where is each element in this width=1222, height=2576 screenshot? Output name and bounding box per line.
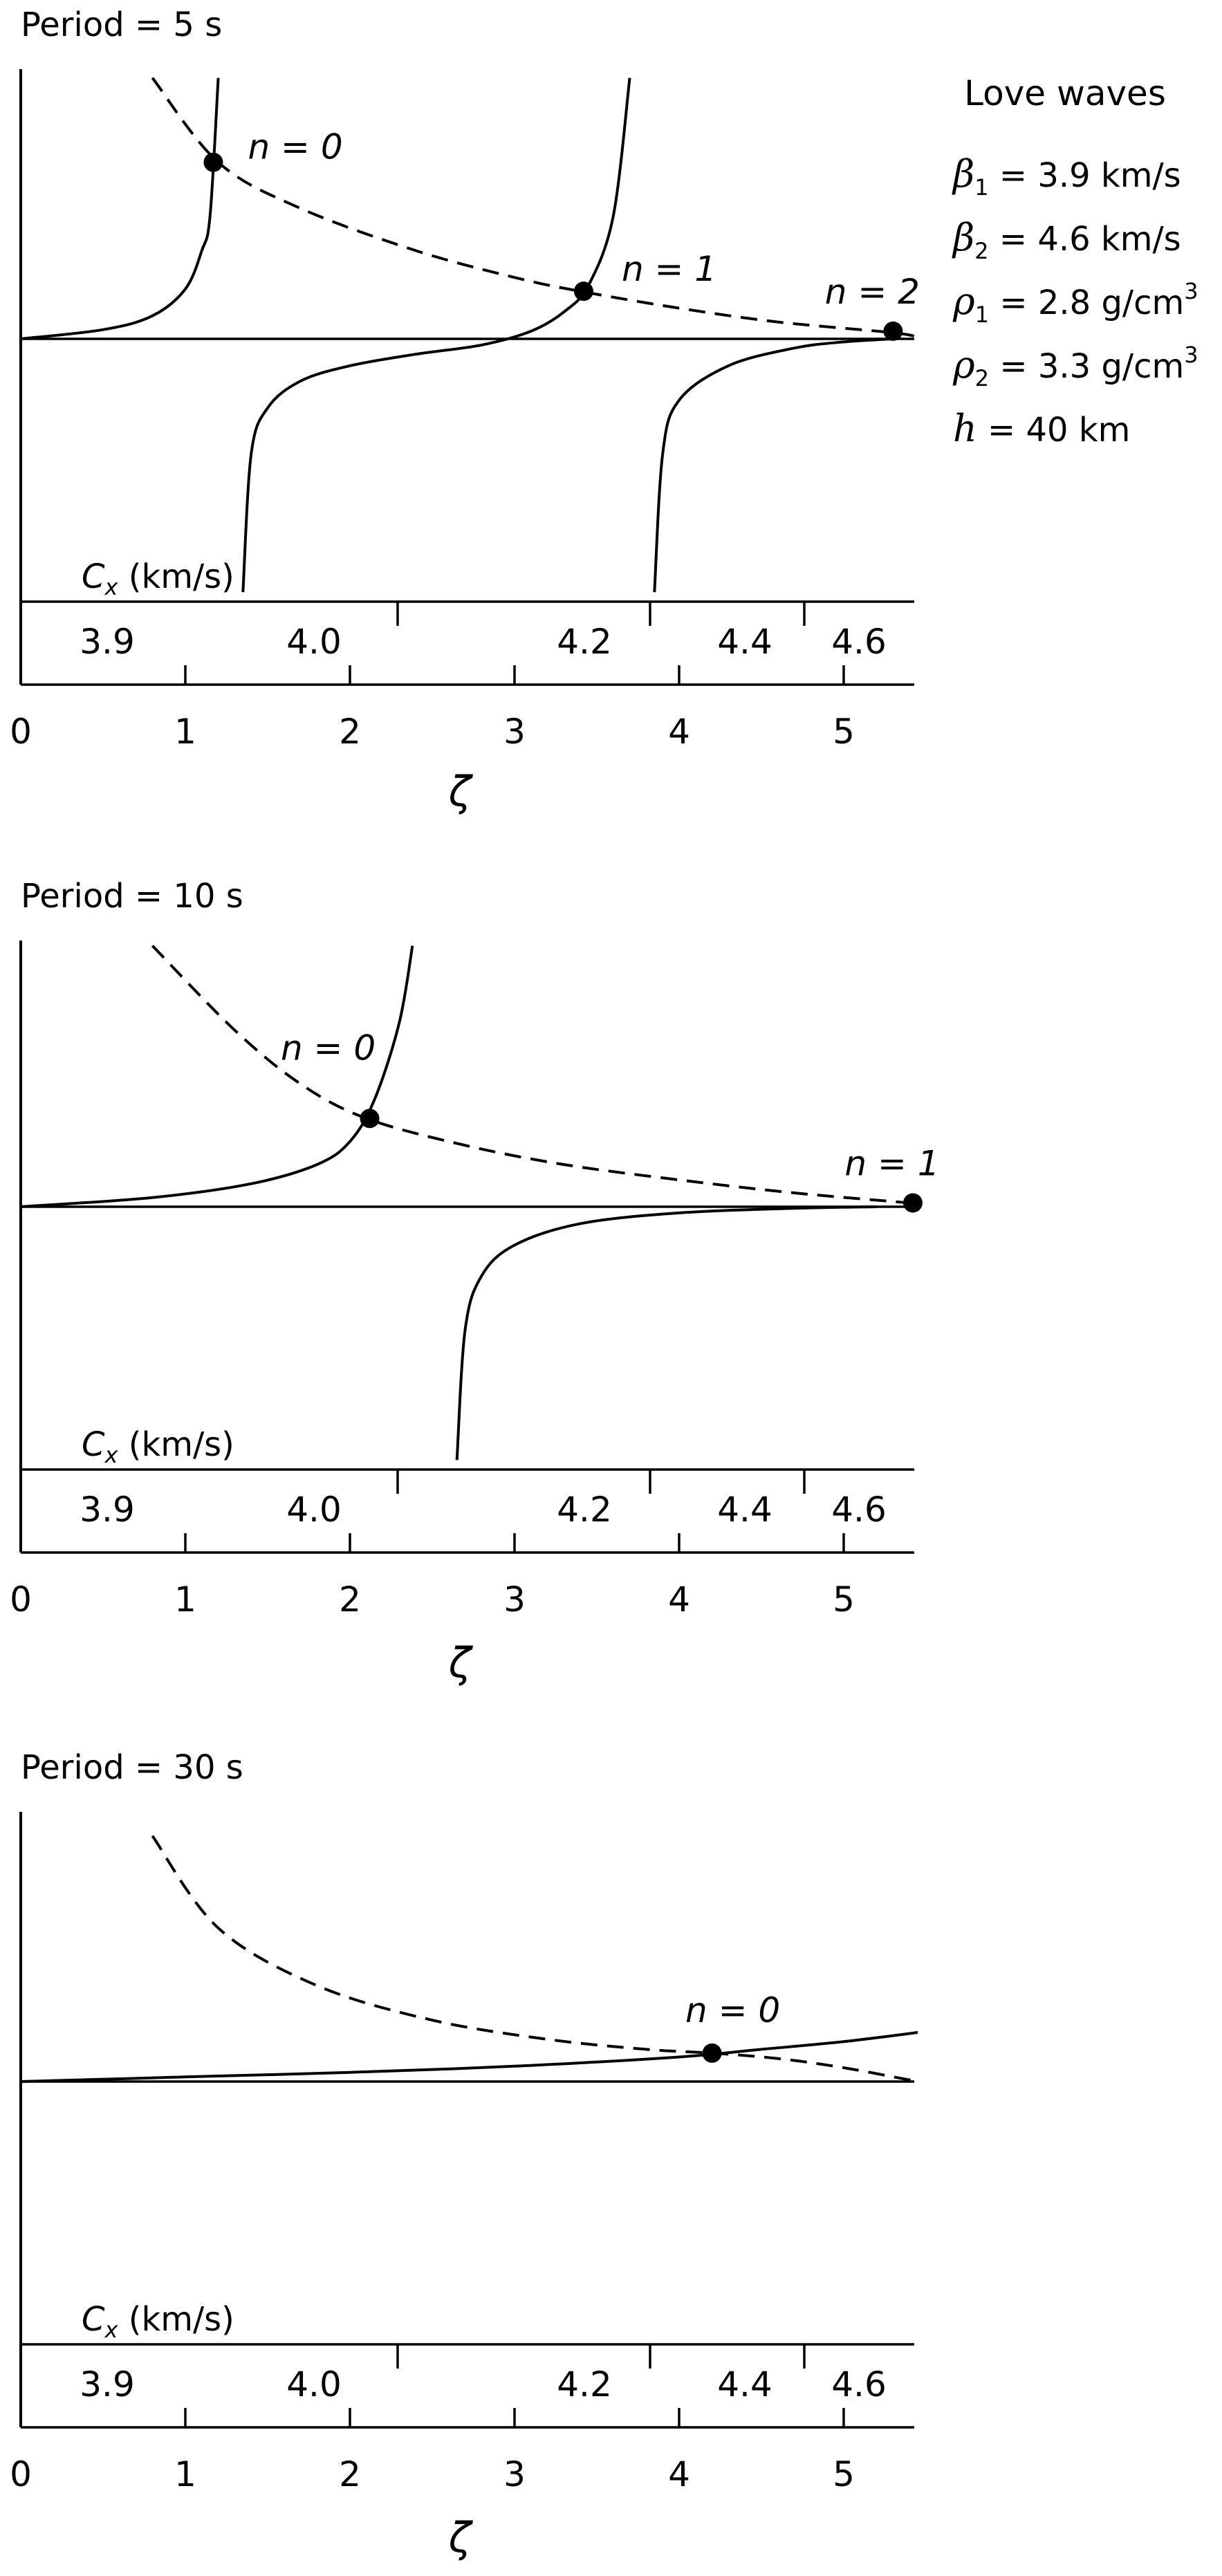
zeta-tick-label: 5 [833, 1579, 855, 1620]
dashed-curve [151, 77, 918, 339]
intersection-point [573, 281, 593, 302]
cx-tick-label: 4.2 [557, 1490, 612, 1530]
mode-label: n = 0 [281, 1028, 376, 1068]
zeta-tick-label: 2 [339, 2454, 361, 2494]
panel-title: Period = 10 s [21, 877, 243, 916]
dashed-curve [151, 945, 910, 1205]
zeta-axis-title: ζ [448, 768, 474, 816]
cx-tick-label: 4.4 [717, 622, 772, 662]
panel-1: Period = 5 s Cx (km/s) 3.9 4.0 4.2 4.4 4.6 0 1 2 3… [10, 6, 920, 816]
cx-tick-label: 4.4 [717, 2364, 772, 2404]
mode-label: n = 1 [844, 1143, 939, 1183]
zeta-axis-title: ζ [448, 1639, 474, 1687]
cx-tick-label: 3.9 [80, 2364, 135, 2404]
cx-tick-label: 4.0 [286, 622, 342, 662]
legend-line: ρ1 = 2.8 g/cm3 [952, 278, 1198, 328]
cx-axis-label: Cx (km/s) [82, 557, 234, 600]
zeta-tick-label: 0 [10, 1579, 32, 1620]
cx-tick-label: 3.9 [80, 1490, 135, 1530]
solid-curve [20, 2031, 918, 2083]
cx-tick-label: 4.6 [831, 1490, 887, 1530]
panel-3: Period = 30 s Cx (km/s) 3.9 4.0 4.2 4.4 4.6 0 1 2… [10, 1748, 918, 2562]
cx-tick-label: 4.0 [286, 2364, 342, 2404]
legend-line: ρ2 = 3.3 g/cm3 [952, 342, 1198, 391]
zeta-tick-label: 4 [668, 1579, 690, 1620]
zeta-tick-label: 5 [833, 712, 855, 752]
zeta-tick-label: 4 [668, 2454, 690, 2494]
zeta-tick-label: 5 [833, 2454, 855, 2494]
zeta-tick-label: 1 [174, 1579, 196, 1620]
panel-title: Period = 5 s [21, 6, 222, 44]
zeta-tick-label: 0 [10, 2454, 32, 2494]
legend-line: β2 = 4.6 km/s [952, 216, 1181, 264]
zeta-tick-label: 3 [503, 2454, 526, 2494]
cx-tick-label: 4.6 [831, 2364, 887, 2404]
solid-curve [241, 77, 631, 593]
zeta-tick-label: 3 [503, 712, 526, 752]
cx-tick-label: 4.0 [286, 1490, 342, 1530]
panel-2: Period = 10 s Cx (km/s) 3.9 4.0 4.2 4.4 4.6 0 1 2… [10, 877, 939, 1687]
zeta-tick-label: 1 [174, 2454, 196, 2494]
solid-curve [653, 337, 894, 593]
parameter-legend: Love waves β1 = 3.9 km/s β2 = 4.6 km/s ρ1 =… [952, 73, 1198, 450]
legend-line: β1 = 3.9 km/s [952, 152, 1181, 201]
mode-label: n = 1 [622, 249, 716, 289]
solid-curve [455, 1205, 877, 1461]
cx-tick-label: 4.6 [831, 622, 887, 662]
cx-tick-label: 3.9 [80, 622, 135, 662]
zeta-axis-title: ζ [448, 2514, 474, 2562]
cx-tick-label: 4.2 [557, 2364, 612, 2404]
zeta-tick-label: 3 [503, 1579, 526, 1620]
cx-tick-label: 4.2 [557, 622, 612, 662]
solid-curve [20, 945, 414, 1208]
mode-label: n = 0 [248, 127, 342, 167]
intersection-point [902, 1193, 923, 1213]
intersection-point [360, 1109, 380, 1129]
cx-tick-label: 4.4 [717, 1490, 772, 1530]
cx-axis-label: Cx (km/s) [82, 1425, 234, 1468]
zeta-tick-label: 2 [339, 1579, 361, 1620]
solid-curve [20, 77, 220, 340]
panel-title: Period = 30 s [21, 1748, 243, 1787]
zeta-tick-label: 2 [339, 712, 361, 752]
cx-axis-label: Cx (km/s) [82, 2300, 234, 2343]
legend-line: h = 40 km [953, 407, 1130, 450]
dashed-curve [151, 1835, 918, 2083]
intersection-point [883, 321, 903, 341]
zeta-tick-label: 0 [10, 712, 32, 752]
intersection-point [203, 152, 223, 172]
zeta-tick-label: 4 [668, 712, 690, 752]
zeta-tick-label: 1 [174, 712, 196, 752]
intersection-point [702, 2043, 722, 2063]
legend-title: Love waves [964, 73, 1166, 113]
mode-label: n = 2 [825, 272, 920, 312]
mode-label: n = 0 [685, 1990, 780, 2030]
